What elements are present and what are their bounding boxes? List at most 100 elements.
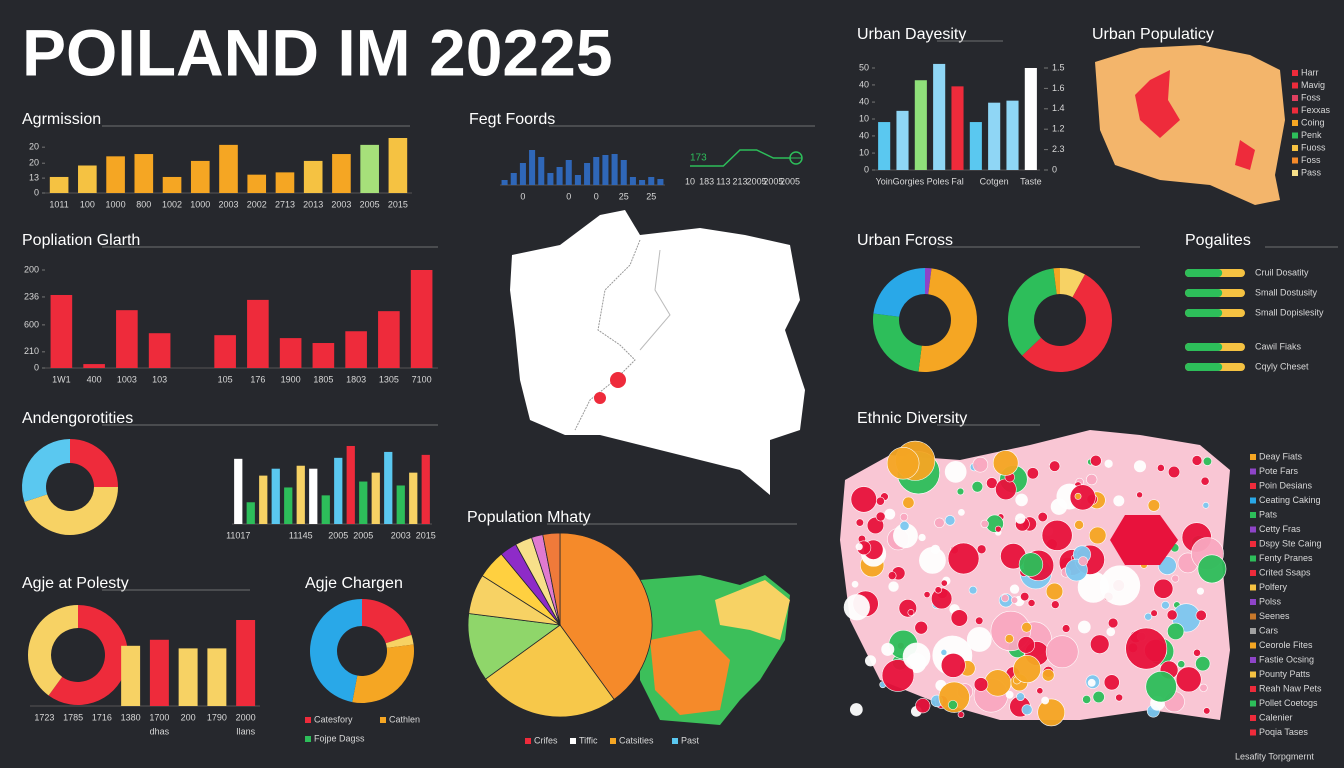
- panel-title: Fegt Foords: [469, 111, 555, 128]
- x-sub-label: Ilans: [236, 726, 256, 736]
- bubble: [875, 511, 886, 522]
- y-tick-label: 40: [859, 130, 869, 140]
- slice: [925, 268, 932, 295]
- panel-title: Popliation Glarth: [22, 232, 140, 249]
- legend-label: Cetty Fras: [1259, 524, 1301, 534]
- x-tick-label: 2013: [303, 199, 323, 209]
- y-tick-label: 200: [24, 264, 39, 274]
- bar: [360, 144, 379, 193]
- bubble: [973, 677, 989, 692]
- x-tick-label: 2015: [388, 199, 408, 209]
- x-tick-label: 1000: [106, 199, 126, 209]
- line: [690, 149, 790, 167]
- y-tick-label: 13: [29, 172, 39, 182]
- bubble: [898, 599, 918, 618]
- x-tick-label: 2005: [747, 176, 767, 186]
- bar: [178, 648, 198, 706]
- bar: [359, 481, 368, 524]
- bubble: [1086, 473, 1098, 486]
- bubble: [1153, 578, 1174, 599]
- bar: [409, 472, 418, 524]
- bubble: [1092, 690, 1105, 704]
- bubble: [1061, 624, 1071, 633]
- slice: [1053, 268, 1060, 295]
- bar: [303, 160, 323, 193]
- bar: [421, 454, 430, 524]
- legend-swatch: [1292, 132, 1298, 139]
- bar: [878, 122, 891, 170]
- bar: [501, 180, 508, 185]
- x-tick-label: 1716: [92, 712, 112, 722]
- legend-swatch: [1250, 541, 1256, 547]
- bar: [106, 156, 125, 193]
- bar: [83, 364, 105, 368]
- bubble: [914, 620, 928, 635]
- legend-label: Pass: [1301, 167, 1322, 177]
- slice: [24, 487, 118, 536]
- slice: [542, 532, 561, 626]
- panel-title: Urban Populaticy: [1092, 26, 1214, 43]
- x-tick-label: 105: [218, 374, 233, 384]
- slice: [309, 599, 362, 703]
- y2-tick-label: 1.6: [1052, 83, 1065, 93]
- legend-label: Harr: [1301, 67, 1319, 77]
- legend-label: Dspy Ste Caing: [1259, 538, 1322, 548]
- bubble: [850, 486, 877, 513]
- x-tick-label: 1790: [207, 712, 227, 722]
- bubble: [1087, 678, 1096, 687]
- bubble: [1004, 634, 1014, 644]
- x-tick-label: 2000: [236, 712, 256, 722]
- progress-label: Small Dopislesity: [1255, 307, 1324, 317]
- bubble: [950, 609, 968, 627]
- legend-label: Fastie Ocsing: [1259, 654, 1314, 664]
- legend-swatch: [380, 717, 386, 723]
- bubble: [887, 571, 897, 580]
- bubble: [1021, 704, 1033, 716]
- bar: [271, 468, 280, 524]
- bar: [988, 102, 1001, 170]
- bar: [49, 176, 69, 193]
- bar: [309, 468, 318, 524]
- legend-label: Catesfory: [314, 714, 353, 724]
- x-tick-label: Cotgen: [980, 176, 1009, 186]
- bubble: [1037, 698, 1066, 727]
- y-tick-label: 10: [859, 147, 869, 157]
- progress-label: Small Dostusity: [1255, 287, 1318, 297]
- bubble: [1036, 687, 1044, 695]
- x-tick-label: 2003: [331, 199, 351, 209]
- bubble: [1167, 622, 1185, 640]
- y-tick-label: 600: [24, 319, 39, 329]
- bubble: [1041, 519, 1073, 551]
- bubble: [884, 508, 896, 520]
- panel-title: Agje at Polesty: [22, 575, 129, 592]
- bubble: [938, 681, 970, 713]
- hexagon: [1110, 515, 1178, 565]
- bubble: [958, 508, 965, 516]
- bubble: [907, 609, 915, 616]
- x-tick-label: 1700: [149, 712, 169, 722]
- bar: [162, 176, 182, 193]
- x-tick-label: 25: [646, 191, 656, 201]
- legend-swatch: [1292, 120, 1298, 126]
- bubble: [843, 594, 870, 621]
- legend-swatch: [1250, 715, 1256, 721]
- bubble: [1196, 587, 1204, 595]
- progress-fill: [1185, 343, 1223, 351]
- bar: [116, 310, 138, 368]
- panel-title: Urban Fcross: [857, 232, 953, 249]
- y2-tick-label: 1.4: [1052, 103, 1065, 113]
- bar: [611, 154, 618, 185]
- slice: [1022, 274, 1112, 372]
- bubble: [1147, 499, 1161, 512]
- legend-label: Ceating Caking: [1259, 495, 1321, 505]
- x-tick-label: 25: [619, 191, 629, 201]
- y2-tick-label: 1.2: [1052, 124, 1065, 134]
- panel-title: Ethnic Diversity: [857, 410, 967, 427]
- bubble: [1145, 670, 1177, 703]
- legend-swatch: [1292, 170, 1298, 176]
- bar: [275, 172, 295, 193]
- legend-label: Cathlen: [389, 714, 420, 724]
- x-tick-label: 11145: [289, 530, 313, 540]
- legend-swatch: [1250, 584, 1256, 591]
- panel-title: Andengorotities: [22, 410, 133, 427]
